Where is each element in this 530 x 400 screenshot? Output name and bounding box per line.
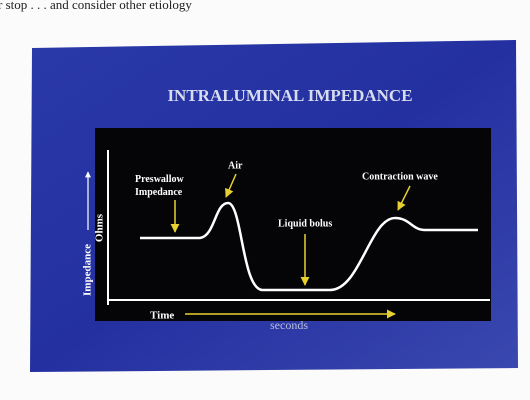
- annotation: Liquid bolus: [278, 218, 332, 229]
- page: r stop . . . and consider other etiology…: [0, 0, 530, 400]
- card-title: INTRALUMINAL IMPEDANCE: [167, 86, 412, 105]
- y-axis-label: Impedance: [82, 244, 94, 296]
- annotation-text: Preswallow: [135, 174, 184, 185]
- caption: r stop . . . and consider other etiology: [0, 0, 192, 12]
- annotation: Contraction wave: [362, 171, 438, 182]
- x-axis-unit: seconds: [270, 318, 308, 332]
- annotation: Air: [228, 160, 243, 171]
- screenshot: r stop . . . and consider other etiology…: [0, 0, 530, 400]
- annotation-text-line: Impedance: [135, 187, 183, 198]
- x-axis-label: Time: [150, 310, 174, 322]
- y-axis-unit: Ohms: [94, 213, 106, 242]
